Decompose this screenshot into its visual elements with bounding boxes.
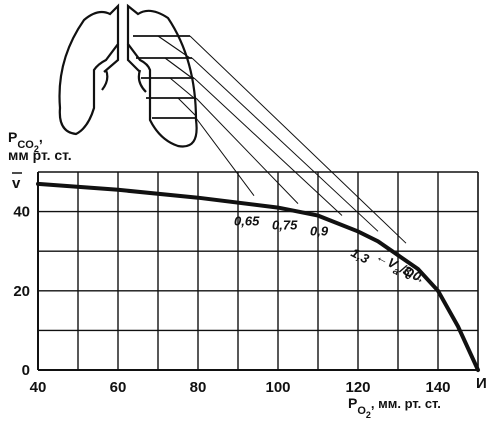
x-tick-label: 120	[345, 379, 370, 396]
va-ratio-label: 0,9	[310, 224, 329, 239]
x-tick-label: 140	[425, 379, 450, 396]
projection-line	[191, 57, 379, 232]
projection-line	[189, 35, 407, 244]
x-tick-label: 80	[190, 379, 207, 396]
x-tick-labels: 40 60 80 100 120 140	[30, 379, 451, 396]
va-ratio-label: 1,3	[349, 245, 373, 267]
venous-point-label: v	[12, 175, 21, 192]
arterial-point-label: И	[476, 375, 487, 392]
x-tick-label: 100	[265, 379, 290, 396]
va-ratio-label: 0,75	[272, 218, 298, 233]
y-axis-title: PCO2,	[8, 129, 43, 154]
projection-line	[193, 77, 343, 216]
x-tick-label: 40	[30, 379, 47, 396]
projection-line	[195, 117, 255, 196]
grid	[38, 172, 478, 370]
y-tick-labels: 0 20 40	[13, 204, 30, 379]
projection-line	[195, 97, 299, 204]
y-axis-units: мм рт. ст.	[8, 147, 72, 163]
x-tick-label: 60	[110, 379, 127, 396]
y-tick-label: 20	[13, 283, 30, 300]
va-q-label: ←Va/Q→	[372, 248, 429, 290]
va-ratio-label: 0,65	[234, 214, 260, 229]
va-ratio-labels: 0,65 0,75 0,91,33,0←Va/Q→	[234, 214, 429, 290]
x-axis-title: PO2, мм. рт. ст.	[348, 395, 441, 420]
series-line-pco2	[36, 181, 480, 372]
y-tick-label: 40	[13, 204, 30, 221]
lungs-illustration	[58, 3, 198, 148]
axes	[37, 171, 479, 371]
y-tick-label: 0	[22, 362, 30, 379]
